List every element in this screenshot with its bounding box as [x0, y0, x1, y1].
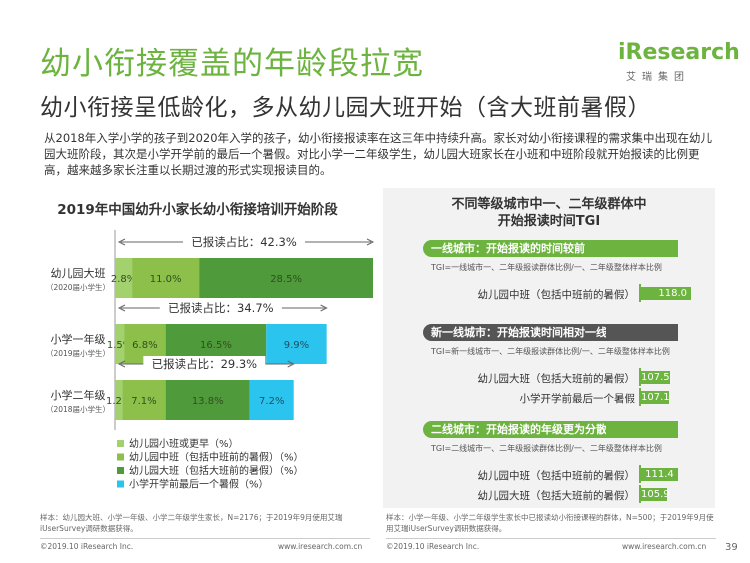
- legend-swatch: [117, 453, 124, 461]
- legend-swatch: [117, 440, 124, 447]
- category-sublabel: （2020届小学生）: [46, 282, 110, 292]
- tgi-axis-mark: [639, 284, 641, 302]
- legend-label: 幼儿园中班（包括中班前的暑假）（%）: [129, 451, 304, 464]
- bar-value-label: 7.1%: [131, 396, 156, 407]
- bracket-arrow-left: [117, 304, 126, 312]
- left-chart-title: 2019年中国幼升小家长幼小衔接培训开始阶段: [57, 202, 338, 218]
- legend-label: 小学开学前最后一个暑假（%）: [129, 478, 269, 491]
- total-label: 已报读占比：42.3%: [191, 235, 297, 249]
- group-tag-tail: [606, 324, 678, 341]
- category-sublabel: （2018届小学生）: [46, 404, 110, 414]
- tgi-row-label: 幼儿园中班（包括中班前的暑假）: [477, 470, 636, 482]
- legend-swatch: [117, 467, 124, 474]
- total-label: 已报读占比：34.7%: [168, 301, 274, 315]
- tgi-row-label: 幼儿园中班（包括中班前的暑假）: [477, 289, 636, 301]
- left-footnote: 样本：幼儿园大班、小学一年级、小学二年级学生家长，N=2176；于2019年9月…: [40, 513, 343, 533]
- tgi-axis-mark: [639, 388, 641, 406]
- group-tag-tail: [606, 240, 678, 257]
- total-label: 已报读占比：29.3%: [152, 357, 258, 371]
- bar-segment: [249, 380, 294, 420]
- bar-segment: [266, 324, 327, 364]
- tgi-note: TGI=新一线城市一、二年级报读群体比例/一、二年级整体样本比例: [431, 347, 670, 356]
- bracket-arrow-left: [117, 360, 126, 368]
- tgi-axis-mark: [639, 368, 641, 386]
- total-label-bg: [159, 300, 282, 316]
- bar-segment: [115, 258, 133, 298]
- category-label: 幼儿园大班: [51, 266, 106, 280]
- left-footer-divider: [40, 538, 370, 539]
- bar-value-label: 28.5%: [270, 274, 302, 285]
- tgi-groups: 一线城市：开始报读的时间较前 TGI=一线城市一、二年级报读群体比例/一、二年级整…: [383, 240, 715, 510]
- tgi-row-label: 小学开学前最后一个暑假: [519, 393, 636, 405]
- group-tag: 一线城市：开始报读的时间较前: [423, 240, 606, 257]
- tgi-note: TGI=二线城市一、二年级报读群体比例/一、二年级整体样本比例: [431, 444, 662, 453]
- bar-value-label: 9.9%: [284, 340, 309, 351]
- bar-segment: [199, 258, 373, 298]
- bar-value-label: 1.2%: [106, 396, 131, 407]
- bracket-arrow-right: [287, 360, 295, 368]
- category-label: 小学二年级: [51, 388, 106, 402]
- bar-segment: [132, 258, 200, 298]
- legend-swatch: [117, 480, 124, 488]
- bar-value-label: 2.8%: [111, 274, 136, 285]
- logo-word: iResearch: [618, 40, 740, 65]
- tgi-value: 107.1: [641, 391, 670, 404]
- right-title-line1: 不同等级城市中一、二年级群体中: [451, 197, 647, 212]
- tgi-value: 107.5: [641, 371, 670, 384]
- bar-segment: [115, 380, 123, 420]
- bracket-arrow-left: [117, 238, 126, 246]
- category-sublabel: （2019届小学生）: [46, 348, 110, 358]
- group-tag: 二线城市：开始报读的年级更为分散: [423, 421, 607, 438]
- bar-segment: [122, 380, 166, 420]
- right-copyright: ©2019.10 iResearch Inc.: [386, 542, 480, 551]
- page-description: 从2018年入学小学的孩子到2020年入学的孩子，幼小衔接报读率在这三年中持续升…: [44, 131, 713, 177]
- group-tag: 新一线城市：开始报读时间相对一线更晚: [423, 324, 629, 341]
- bar-value-label: 16.5%: [200, 340, 232, 351]
- right-title-line2: 开始报读时间TGI: [497, 214, 601, 229]
- tgi-value: 111.4: [641, 468, 678, 481]
- tgi-note: TGI=一线城市一、二年级报读群体比例/一、二年级整体样本比例: [431, 263, 662, 272]
- right-site: www.iresearch.com.cn: [622, 542, 707, 551]
- category-label: 小学一年级: [51, 332, 106, 346]
- tgi-value: 118.0: [641, 287, 691, 300]
- bracket-arrow-right: [320, 304, 328, 312]
- logo-subtitle: 艾瑞集团: [626, 72, 690, 83]
- bracket-arrow-right: [366, 238, 375, 246]
- tgi-row-label: 幼儿园大班（包括大班前的暑假）: [477, 490, 636, 502]
- bar-value-label: 13.8%: [192, 396, 224, 407]
- tgi-axis-mark: [639, 465, 641, 483]
- tgi-row-label: 幼儿园大班（包括大班前的暑假）: [477, 373, 636, 385]
- total-label-bg: [143, 356, 266, 372]
- tgi-value: 105.9: [641, 488, 670, 501]
- page-title: 幼小衔接覆盖的年龄段拉宽: [40, 46, 424, 82]
- bar-value-label: 1.5%: [107, 340, 132, 351]
- group-tag-tail: [606, 421, 678, 438]
- right-chart-title: 不同等级城市中一、二年级群体中 开始报读时间TGI: [383, 196, 715, 230]
- left-copyright: ©2019.10 iResearch Inc.: [40, 542, 134, 551]
- page-number: 39: [725, 542, 738, 553]
- stacked-bar-chart: 幼儿园大班 （2020届小学生）2.8% 11.0% 28.5% 已报读占比：42.3%…: [46, 230, 375, 491]
- right-footer-divider: [386, 538, 716, 539]
- legend-label: 幼儿园大班（包括大班前的暑假）（%）: [129, 464, 304, 477]
- page-subtitle: 幼小衔接呈低龄化，多从幼儿园大班开始（含大班前暑假）: [40, 95, 651, 121]
- left-site: www.iresearch.com.cn: [278, 542, 363, 551]
- bar-segment: [115, 324, 125, 364]
- bar-value-label: 11.0%: [150, 274, 182, 285]
- bar-segment: [165, 380, 250, 420]
- legend-label: 幼儿园小班或更早（%）: [129, 437, 239, 450]
- total-label-bg: [183, 234, 305, 250]
- tgi-axis-mark: [639, 485, 641, 503]
- iresearch-logo: iResearch 艾瑞集团: [618, 40, 740, 84]
- bar-value-label: 6.8%: [132, 340, 157, 351]
- right-footnote: 样本：小学一年级、小学二年级学生家长中已报读幼小衔接课程的群体，N=500；于2…: [386, 513, 714, 533]
- bar-value-label: 7.2%: [259, 396, 284, 407]
